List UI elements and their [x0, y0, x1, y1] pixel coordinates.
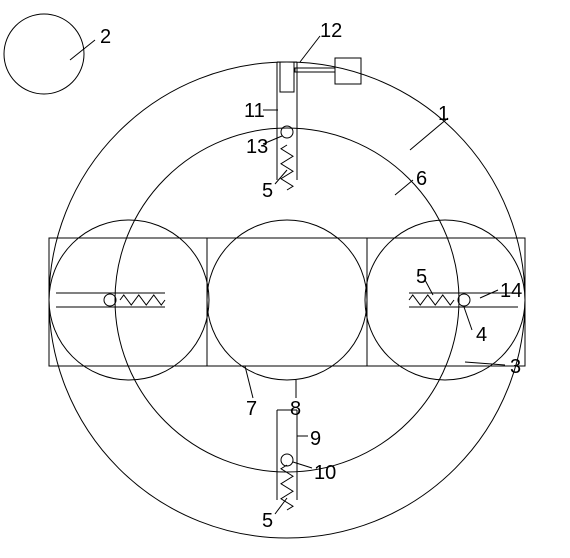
label-1: 1: [438, 103, 449, 126]
label-5b: 5: [416, 266, 427, 289]
label-11: 11: [244, 100, 265, 123]
label-14: 14: [500, 280, 522, 303]
technical-diagram: [0, 0, 570, 558]
label-8: 8: [290, 398, 301, 421]
label-13: 13: [246, 136, 268, 159]
label-9: 9: [310, 428, 321, 451]
label-10: 10: [314, 462, 336, 485]
label-4: 4: [476, 324, 487, 347]
label-5c: 5: [262, 510, 273, 533]
label-5a: 5: [262, 180, 273, 203]
label-12: 12: [320, 20, 342, 43]
label-2: 2: [100, 26, 111, 49]
label-3: 3: [510, 356, 521, 379]
label-6: 6: [416, 168, 427, 191]
label-7: 7: [246, 398, 257, 421]
